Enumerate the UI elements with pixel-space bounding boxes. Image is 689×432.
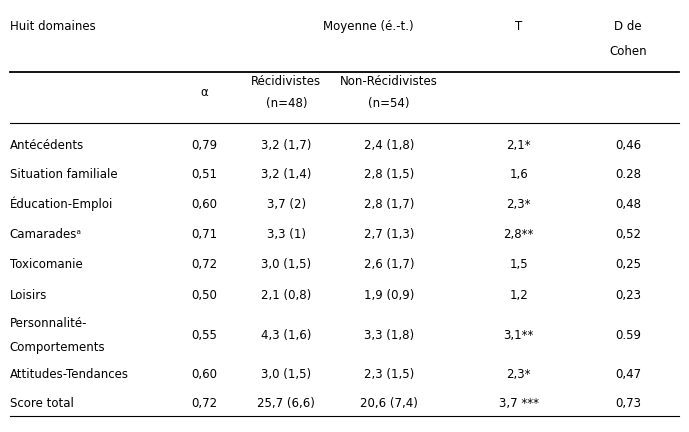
Text: 1,5: 1,5 (509, 258, 528, 271)
Text: 2,6 (1,7): 2,6 (1,7) (364, 258, 414, 271)
Text: 2,1 (0,8): 2,1 (0,8) (261, 289, 311, 302)
Text: Antécédents: Antécédents (10, 139, 84, 152)
Text: T: T (515, 20, 522, 33)
Text: 3,7 ***: 3,7 *** (499, 397, 539, 410)
Text: Éducation-Emploi: Éducation-Emploi (10, 197, 113, 211)
Text: 0,71: 0,71 (192, 228, 218, 241)
Text: 2,8**: 2,8** (504, 228, 534, 241)
Text: Moyenne (é.-t.): Moyenne (é.-t.) (323, 20, 413, 33)
Text: 0,25: 0,25 (615, 258, 641, 271)
Text: 2,3 (1,5): 2,3 (1,5) (364, 368, 414, 381)
Text: 0,55: 0,55 (192, 329, 217, 342)
Text: (n=48): (n=48) (266, 97, 307, 110)
Text: 2,7 (1,3): 2,7 (1,3) (364, 228, 414, 241)
Text: 3,2 (1,4): 3,2 (1,4) (261, 168, 311, 181)
Text: α: α (200, 86, 208, 99)
Text: 0.28: 0.28 (615, 168, 641, 181)
Text: 0,48: 0,48 (615, 197, 641, 210)
Text: 0,72: 0,72 (192, 397, 218, 410)
Text: 2,8 (1,7): 2,8 (1,7) (364, 197, 414, 210)
Text: 0,73: 0,73 (615, 397, 641, 410)
Text: 0,60: 0,60 (192, 368, 218, 381)
Text: 0,72: 0,72 (192, 258, 218, 271)
Text: 0,79: 0,79 (192, 139, 218, 152)
Text: 1,6: 1,6 (509, 168, 528, 181)
Text: 0,47: 0,47 (615, 368, 641, 381)
Text: Cohen: Cohen (609, 45, 647, 58)
Text: 20,6 (7,4): 20,6 (7,4) (360, 397, 418, 410)
Text: 0.59: 0.59 (615, 329, 641, 342)
Text: 1,2: 1,2 (509, 289, 528, 302)
Text: 4,3 (1,6): 4,3 (1,6) (261, 329, 311, 342)
Text: Personnalité-: Personnalité- (10, 317, 87, 330)
Text: 0,46: 0,46 (615, 139, 641, 152)
Text: 0,51: 0,51 (192, 168, 218, 181)
Text: Huit domaines: Huit domaines (10, 20, 95, 33)
Text: Situation familiale: Situation familiale (10, 168, 117, 181)
Text: 0,50: 0,50 (192, 289, 217, 302)
Text: Camaradesᵃ: Camaradesᵃ (10, 228, 81, 241)
Text: 0,60: 0,60 (192, 197, 218, 210)
Text: Récidivistes: Récidivistes (251, 75, 322, 88)
Text: 3,0 (1,5): 3,0 (1,5) (261, 258, 311, 271)
Text: Loisirs: Loisirs (10, 289, 47, 302)
Text: 2,3*: 2,3* (506, 197, 531, 210)
Text: Toxicomanie: Toxicomanie (10, 258, 83, 271)
Text: 1,9 (0,9): 1,9 (0,9) (364, 289, 414, 302)
Text: 0,52: 0,52 (615, 228, 641, 241)
Text: 2,1*: 2,1* (506, 139, 531, 152)
Text: (n=54): (n=54) (368, 97, 410, 110)
Text: 0,23: 0,23 (615, 289, 641, 302)
Text: 3,7 (2): 3,7 (2) (267, 197, 306, 210)
Text: 25,7 (6,6): 25,7 (6,6) (258, 397, 316, 410)
Text: 2,3*: 2,3* (506, 368, 531, 381)
Text: 3,3 (1): 3,3 (1) (267, 228, 306, 241)
Text: D de: D de (615, 20, 642, 33)
Text: 3,0 (1,5): 3,0 (1,5) (261, 368, 311, 381)
Text: Score total: Score total (10, 397, 74, 410)
Text: 2,8 (1,5): 2,8 (1,5) (364, 168, 414, 181)
Text: 3,2 (1,7): 3,2 (1,7) (261, 139, 311, 152)
Text: 3,3 (1,8): 3,3 (1,8) (364, 329, 414, 342)
Text: 2,4 (1,8): 2,4 (1,8) (364, 139, 414, 152)
Text: 3,1**: 3,1** (504, 329, 534, 342)
Text: Attitudes-Tendances: Attitudes-Tendances (10, 368, 129, 381)
Text: Non-Récidivistes: Non-Récidivistes (340, 75, 438, 88)
Text: Comportements: Comportements (10, 341, 105, 354)
